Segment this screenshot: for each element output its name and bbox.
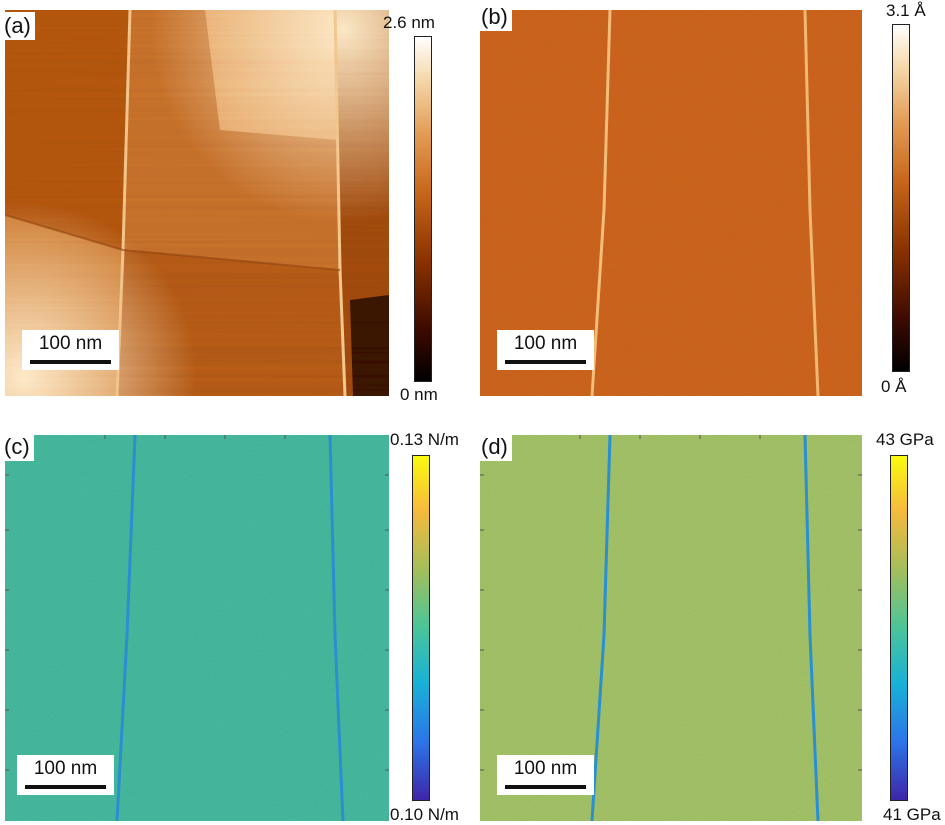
panel-d: (d) 100 nm 43 GPa 41 GPa (475, 425, 945, 825)
colorbar (892, 24, 910, 372)
panel-c: (c) 100 nm 0.13 N/m 0.10 N/m (0, 425, 470, 825)
topography-image (5, 10, 389, 396)
colorbar-max-label: 0.13 N/m (390, 430, 459, 449)
scale-bar-line (25, 785, 106, 789)
scale-bar-label: 100 nm (38, 333, 103, 354)
scale-bar-label: 100 nm (33, 758, 98, 779)
panel-label: (b) (477, 3, 512, 31)
panel-label: (a) (0, 12, 35, 40)
scale-bar: 100 nm (22, 330, 119, 370)
scale-bar: 100 nm (17, 755, 114, 795)
scale-bar: 100 nm (497, 330, 594, 370)
panel-label: (d) (477, 433, 512, 461)
colorbar (412, 455, 430, 801)
panel-a: (a) 100 nm 2.6 nm 0 nm (0, 0, 470, 410)
scale-bar-line (505, 360, 586, 364)
colorbar-max-label: 2.6 nm (383, 13, 435, 32)
scale-bar-label: 100 nm (513, 758, 578, 779)
panel-label: (c) (0, 433, 34, 461)
scale-bar-label: 100 nm (513, 333, 578, 354)
colorbar-max-label: 3.1 Å (886, 1, 926, 20)
scale-bar: 100 nm (497, 755, 594, 795)
colorbar-max-label: 43 GPa (876, 430, 934, 449)
scale-bar-line (30, 360, 111, 364)
panel-b: (b) 100 nm 3.1 Å 0 Å (475, 0, 945, 410)
colorbar (890, 455, 908, 801)
scale-bar-line (505, 785, 586, 789)
colorbar-min-label: 0 Å (881, 377, 907, 396)
colorbar-min-label: 41 GPa (883, 805, 941, 824)
colorbar-min-label: 0.10 N/m (390, 805, 459, 824)
colorbar-min-label: 0 nm (400, 385, 438, 404)
colorbar (414, 36, 432, 382)
